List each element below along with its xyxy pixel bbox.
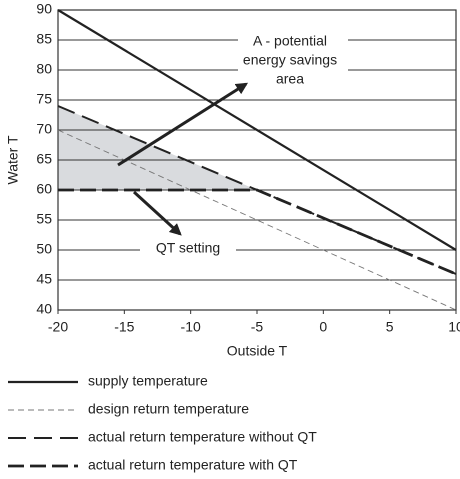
y-tick-label: 80 [36, 61, 52, 77]
y-tick-label: 60 [36, 181, 52, 197]
y-tick-label: 65 [36, 151, 52, 167]
annotation: area [276, 71, 304, 87]
x-axis-label: Outside T [227, 343, 288, 359]
x-tick-label: -5 [251, 319, 264, 335]
arrow [132, 190, 182, 236]
legend-label: supply temperature [88, 373, 208, 389]
y-tick-label: 75 [36, 91, 52, 107]
y-tick-label: 85 [36, 31, 52, 47]
x-tick-label: -15 [114, 319, 134, 335]
annotation-bg [140, 238, 236, 260]
series-line [58, 188, 457, 276]
legend-label: actual return temperature with QT [88, 457, 298, 473]
x-tick-label: 5 [386, 319, 394, 335]
y-tick-label: 45 [36, 271, 52, 287]
legend-label: design return temperature [88, 401, 249, 417]
x-tick-label: 10 [448, 319, 460, 335]
series-line [57, 9, 457, 251]
x-tick-label: -10 [181, 319, 201, 335]
annotation: energy savings [243, 52, 337, 68]
y-tick-label: 55 [36, 211, 52, 227]
y-axis-label: Water T [5, 135, 21, 184]
y-tick-label: 50 [36, 241, 52, 257]
plot-frame [57, 9, 457, 311]
arrow [117, 82, 249, 167]
x-tick-label: 0 [319, 319, 327, 335]
y-tick-label: 40 [36, 301, 52, 317]
annotation: QT setting [156, 240, 220, 256]
annotation-bg [238, 31, 348, 91]
legend-label: actual return temperature without QT [88, 429, 317, 445]
x-tick-label: -20 [48, 319, 68, 335]
annotation: A - potential [253, 33, 327, 49]
y-tick-label: 70 [36, 121, 52, 137]
y-tick-label: 90 [36, 1, 52, 17]
